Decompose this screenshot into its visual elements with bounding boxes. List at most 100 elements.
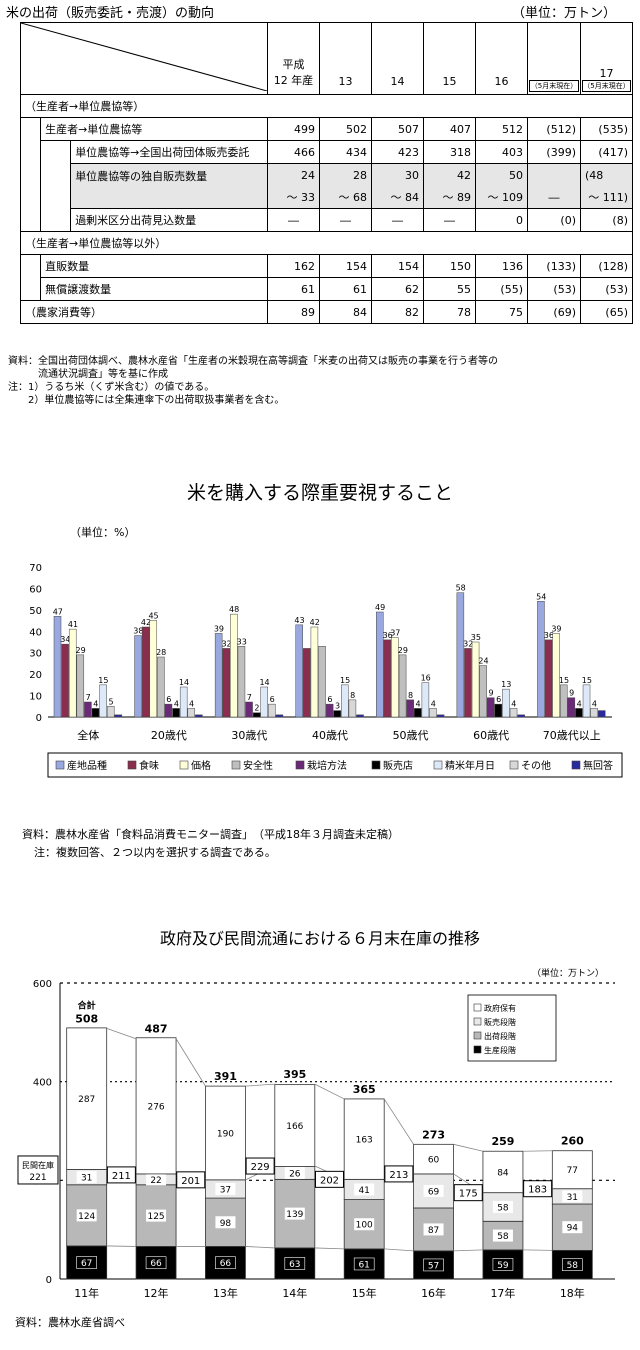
y-tick-label: 70 bbox=[29, 563, 42, 574]
y-tick-label: 20 bbox=[29, 670, 42, 681]
private-stock-box bbox=[315, 1170, 344, 1188]
row-label: 生産者→単位農協等 bbox=[40, 117, 268, 141]
segment-value-label: 66 bbox=[220, 1259, 232, 1269]
segment-value-label: 61 bbox=[358, 1260, 369, 1270]
bar bbox=[406, 699, 414, 718]
private-stock-label: 202 bbox=[320, 1175, 339, 1186]
segment-value-label: 58 bbox=[497, 1203, 509, 1213]
legend-swatch bbox=[179, 760, 189, 770]
bar-value-label: 39 bbox=[551, 624, 561, 633]
legend-swatch bbox=[127, 760, 137, 770]
bar bbox=[517, 714, 525, 718]
x-tick-label: 全体 bbox=[77, 728, 99, 742]
bar bbox=[76, 654, 85, 718]
segment-label-bg bbox=[76, 1171, 97, 1184]
bar bbox=[268, 703, 276, 718]
segment-label-bg bbox=[562, 1190, 583, 1203]
bar-value-label: 4 bbox=[174, 699, 179, 708]
note-line: 資料：全国出荷団体調べ、農林水産省「生産者の米穀現在高等調査「米麦の出荷又は販売… bbox=[8, 356, 498, 367]
year-header: 14 bbox=[371, 22, 424, 95]
segment-value-label: 58 bbox=[497, 1232, 509, 1242]
segment-label-bg bbox=[284, 1257, 306, 1270]
bar bbox=[53, 616, 62, 718]
table-unit: （単位：万トン） bbox=[512, 6, 617, 21]
bar bbox=[436, 714, 445, 718]
section-label: （生産者→単位農協等以外） bbox=[20, 231, 633, 255]
bar bbox=[91, 708, 100, 718]
bar-value-label: 42 bbox=[141, 618, 151, 627]
bar-value-label: 54 bbox=[536, 592, 546, 601]
segment-label-bg bbox=[76, 1256, 97, 1269]
bar-value-label: 15 bbox=[98, 676, 108, 685]
y-tick-label: 50 bbox=[29, 606, 42, 617]
private-stock-box bbox=[384, 1165, 414, 1183]
bar-value-label: 4 bbox=[511, 699, 516, 708]
bar-value-label: 15 bbox=[559, 676, 569, 685]
bar bbox=[502, 688, 510, 718]
header-corner bbox=[20, 22, 268, 95]
bar-value-label: 42 bbox=[310, 618, 320, 627]
private-stock-box bbox=[523, 1180, 553, 1198]
legend-swatch bbox=[509, 760, 519, 770]
legend-swatch bbox=[473, 1045, 482, 1054]
bar bbox=[544, 639, 553, 718]
segment-label-bg bbox=[423, 1258, 444, 1272]
bar bbox=[252, 712, 261, 718]
private-stock-label: 213 bbox=[389, 1170, 408, 1181]
bar-value-label: 3 bbox=[335, 702, 340, 711]
bar bbox=[333, 710, 341, 718]
bar bbox=[260, 686, 268, 718]
legend-swatch bbox=[473, 1031, 482, 1040]
note-line: 2）単位農協等には全集連傘下の出荷取扱事業者を含む。 bbox=[8, 395, 285, 406]
legend-box bbox=[467, 994, 557, 1062]
segment-label-bg bbox=[492, 1229, 513, 1242]
chart3-title: 政府及び民間流通における６月末在庫の推移 bbox=[159, 929, 480, 948]
bar-value-label: 48 bbox=[229, 605, 239, 614]
year-header: 平成 12 年産 bbox=[267, 22, 320, 95]
segment-value-label: 139 bbox=[286, 1210, 303, 1220]
bar bbox=[149, 620, 158, 718]
bar-value-label: 2 bbox=[254, 704, 259, 713]
bar bbox=[487, 697, 495, 718]
x-tick-label: 12年 bbox=[144, 1286, 169, 1300]
segment-value-label: 22 bbox=[150, 1176, 161, 1186]
table-notes: 資料：全国出荷団体調べ、農林水産省「生産者の米穀現在高等調査「米麦の出荷又は販売… bbox=[8, 355, 498, 407]
bar-value-label: 5 bbox=[108, 697, 113, 706]
segment-label-bg bbox=[353, 1257, 375, 1271]
y-tick-label: 400 bbox=[33, 1078, 52, 1089]
bar-value-label: 39 bbox=[214, 624, 224, 633]
segment-label-bg bbox=[492, 1165, 513, 1178]
bar bbox=[464, 648, 472, 718]
private-stock-label: 183 bbox=[528, 1185, 547, 1196]
bar bbox=[141, 626, 150, 718]
legend-label: 出荷段階 bbox=[484, 1031, 516, 1041]
private-stock-label: 201 bbox=[181, 1176, 200, 1187]
bar-value-label: 6 bbox=[327, 695, 332, 704]
bar bbox=[383, 639, 392, 718]
bar-value-label: 9 bbox=[569, 689, 574, 698]
segment-label-bg bbox=[284, 1207, 305, 1220]
segment-value-label: 31 bbox=[81, 1174, 92, 1184]
x-tick-label: 50歳代 bbox=[393, 729, 429, 742]
segment-value-label: 98 bbox=[220, 1219, 232, 1229]
bar bbox=[318, 646, 326, 718]
segment-label-bg bbox=[423, 1153, 444, 1166]
x-tick-label: 30歳代 bbox=[231, 729, 267, 742]
segment-label-bg bbox=[492, 1200, 513, 1213]
chart3-source: 資料：農林水産省調べ bbox=[15, 1316, 125, 1329]
bar-value-label: 37 bbox=[390, 629, 400, 638]
bar-value-label: 41 bbox=[68, 620, 78, 629]
shipment-table: 平成 12 年産 13 14 15 16 （5月末現在） 17 （5月末現在） （生… bbox=[19, 22, 633, 324]
source-line: 資料：農林水産省「食料品消費モニター調査」 （平成18年３月調査未定稿） bbox=[22, 828, 399, 841]
row-label: 過剰米区分出荷見込数量 bbox=[70, 208, 268, 232]
bar-value-label: 7 bbox=[247, 693, 252, 702]
legend-swatch bbox=[473, 1017, 482, 1026]
note-line: 流通状況調査」等を基に作成 bbox=[8, 369, 168, 380]
bar bbox=[195, 714, 203, 718]
private-stock-label: 175 bbox=[459, 1189, 478, 1200]
bar bbox=[303, 648, 311, 718]
legend-swatch bbox=[433, 760, 443, 770]
chart2-title: 米を購入する際重要視すること bbox=[186, 482, 453, 504]
bar-value-label: 29 bbox=[398, 646, 408, 655]
segment-value-label: 60 bbox=[428, 1156, 440, 1166]
